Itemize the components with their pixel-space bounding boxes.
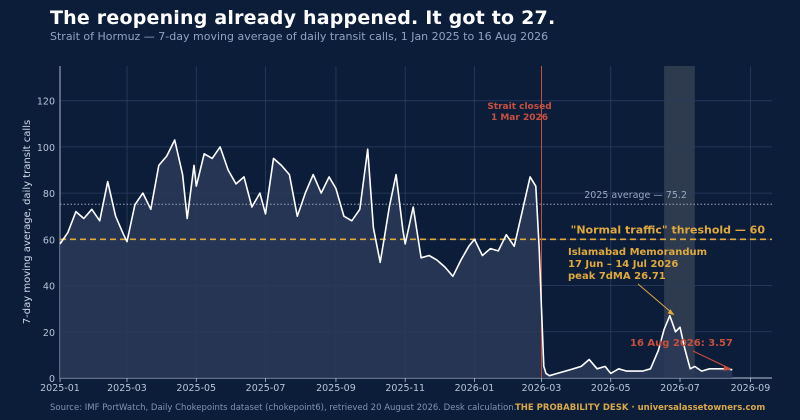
source-note: Source: IMF PortWatch, Daily Chokepoints… xyxy=(50,403,517,413)
memo-label-peak: peak 7dMA 26.71 xyxy=(568,271,666,282)
memo-label-title: Islamabad Memorandum xyxy=(568,247,707,258)
x-tick-label: 2025-03 xyxy=(107,383,147,394)
x-tick-label: 2025-07 xyxy=(246,383,286,394)
x-tick-label: 2025-11 xyxy=(385,383,425,394)
y-tick-label: 40 xyxy=(43,282,55,293)
closure-label-date: 1 Mar 2026 xyxy=(491,113,548,123)
series-line xyxy=(59,139,733,377)
y-tick-label: 20 xyxy=(43,328,55,339)
y-tick-label: 0 xyxy=(49,374,55,385)
x-tick-label: 2025-09 xyxy=(316,383,356,394)
last-value-arrow-line xyxy=(692,350,731,370)
threshold-label: "Normal traffic" threshold — 60 xyxy=(571,223,766,236)
x-tick-label: 2026-07 xyxy=(660,383,700,394)
memo-arrow-line xyxy=(637,283,674,315)
y-tick-label: 80 xyxy=(43,189,55,200)
closure-label-title: Strait closed xyxy=(487,102,551,112)
y-tick-label: 120 xyxy=(37,97,55,108)
last-value-label: 16 Aug 2026: 3.57 xyxy=(630,338,733,349)
x-tick-label: 2026-05 xyxy=(591,383,631,394)
x-tick-label: 2026-01 xyxy=(455,383,495,394)
y-tick-label: 100 xyxy=(37,143,55,154)
x-tick-label: 2025-05 xyxy=(176,383,216,394)
brand-footer: THE PROBABILITY DESK · universalassetown… xyxy=(515,403,766,413)
chart-title: The reopening already happened. It got t… xyxy=(50,7,556,29)
average-label: 2025 average — 75.2 xyxy=(584,190,687,201)
x-tick-label: 2026-09 xyxy=(731,383,771,394)
x-tick-label: 2025-01 xyxy=(40,383,80,394)
memo-label-dates: 17 Jun – 14 Jul 2026 xyxy=(568,259,678,270)
chart-subtitle: Strait of Hormuz — 7-day moving average … xyxy=(50,30,549,43)
x-tick-label: 2026-03 xyxy=(522,383,562,394)
series-area xyxy=(60,140,733,378)
memo-arrow-head xyxy=(667,309,675,316)
last-value-arrow-head xyxy=(723,365,732,371)
y-axis-label: 7-day moving average, daily transit call… xyxy=(22,120,33,324)
y-tick-label: 60 xyxy=(43,235,55,246)
